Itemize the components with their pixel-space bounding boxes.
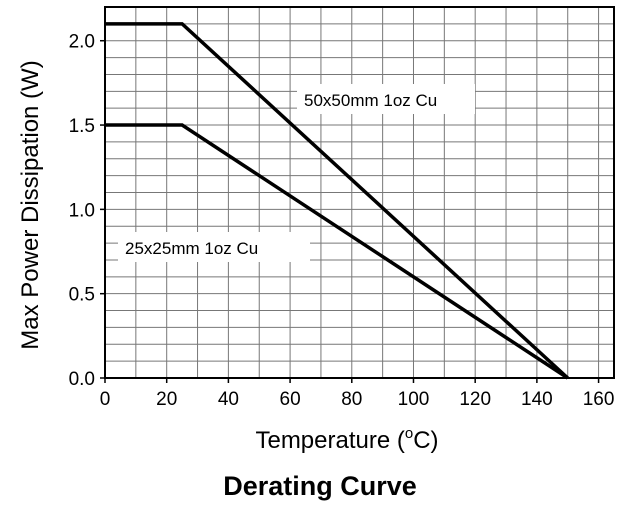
y-tick-label: 0.5	[69, 285, 95, 306]
y-axis-title: Max Power Dissipation (W)	[17, 60, 44, 349]
x-tick-label: 0	[100, 389, 111, 410]
series-label-25x25: 25x25mm 1oz Cu	[118, 232, 310, 262]
series-line-0	[105, 24, 568, 378]
series-label-50x50: 50x50mm 1oz Cu	[297, 84, 475, 114]
x-tick-label: 40	[218, 389, 239, 410]
x-axis-title-main: Temperature (	[255, 427, 404, 454]
y-tick-label: 1.5	[69, 116, 95, 137]
y-tick-label: 2.0	[69, 32, 95, 53]
x-tick-label: 60	[280, 389, 301, 410]
series-label-25x25-text: 25x25mm 1oz Cu	[125, 239, 258, 258]
chart-title: Derating Curve	[223, 471, 417, 501]
x-axis-title: Temperature (oC)	[255, 425, 438, 454]
x-tick-label: 120	[459, 389, 491, 410]
x-axis-title-degree: o	[405, 425, 413, 442]
x-tick-label: 20	[156, 389, 177, 410]
y-tick-label: 0.0	[69, 369, 95, 390]
x-tick-label: 140	[521, 389, 553, 410]
grid	[105, 7, 614, 378]
x-tick-label: 160	[583, 389, 615, 410]
series-label-50x50-text: 50x50mm 1oz Cu	[304, 91, 437, 110]
x-tick-label: 80	[341, 389, 362, 410]
y-tick-label: 1.0	[69, 200, 95, 221]
x-axis-title-unit: C)	[413, 427, 438, 454]
x-tick-label: 100	[398, 389, 430, 410]
series-layer	[105, 24, 568, 378]
